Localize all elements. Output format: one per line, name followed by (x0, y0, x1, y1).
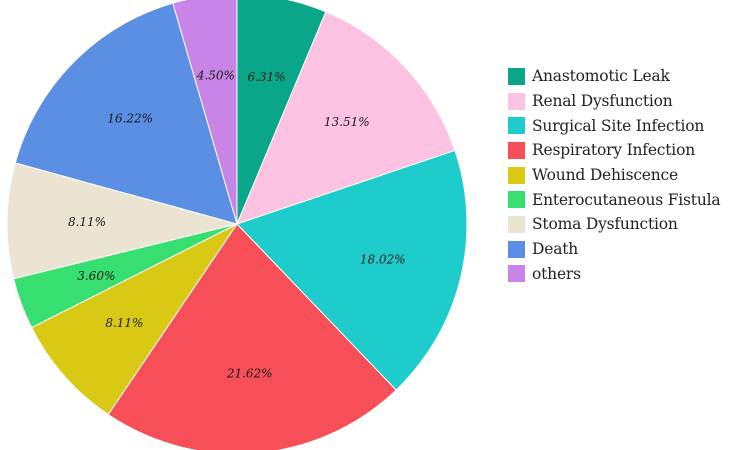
slice-data-label: 18.02% (360, 253, 406, 267)
legend-item: Enterocutaneous Fistula (508, 187, 748, 212)
slice-data-label: 8.11% (105, 316, 143, 330)
legend-label: Enterocutaneous Fistula (532, 190, 721, 209)
slice-data-label: 8.11% (68, 215, 106, 229)
slice-data-label: 6.31% (247, 70, 285, 84)
slice-data-label: 13.51% (324, 115, 370, 129)
pie-plot-area: 6.31% 13.51% 18.02% 21.62% 8.11% 3.60% 8.11% 16… (6, 0, 468, 450)
pie-slice-surgical-site-infection (236, 149, 468, 391)
legend-item: Wound Dehiscence (508, 163, 748, 188)
legend-label: Anastomotic Leak (532, 67, 670, 86)
legend-label: Wound Dehiscence (532, 166, 679, 185)
pie-slice-stoma-dysfunction (6, 162, 239, 280)
legend-label: Death (532, 240, 579, 259)
legend-swatch (508, 141, 525, 159)
slice-data-label: 3.60% (77, 269, 115, 283)
legend-swatch (508, 265, 525, 283)
legend-item: Surgical Site Infection (508, 113, 748, 138)
legend-swatch (508, 67, 525, 85)
legend-swatch (508, 215, 525, 233)
legend-swatch (508, 117, 525, 135)
legend-label: Respiratory Infection (532, 141, 695, 160)
legend-swatch (508, 240, 525, 258)
legend-item: Renal Dysfunction (508, 89, 748, 114)
pie-slice-others (172, 0, 238, 225)
legend-swatch (508, 92, 525, 110)
legend-item: Death (508, 237, 748, 262)
legend-label: Renal Dysfunction (532, 92, 673, 111)
legend-label: Surgical Site Infection (532, 116, 705, 135)
pie-slice-death (14, 2, 238, 225)
legend-label: others (532, 264, 581, 283)
legend-item: Stoma Dysfunction (508, 212, 748, 237)
legend-item: Anastomotic Leak (508, 64, 748, 89)
slice-data-label: 21.62% (226, 367, 273, 381)
legend-label: Stoma Dysfunction (532, 215, 678, 234)
legend-swatch (508, 191, 525, 209)
slice-data-label: 16.22% (107, 112, 153, 126)
pie-slices (6, 0, 468, 450)
legend-item: others (508, 262, 748, 287)
pie-slice-labels: 6.31% 13.51% 18.02% 21.62% 8.11% 3.60% 8.11% 16… (68, 69, 406, 381)
pie-slice-respiratory-infection (107, 223, 397, 450)
pie-slice-renal-dysfunction (236, 11, 456, 225)
legend-swatch (508, 166, 525, 184)
slice-data-label: 4.50% (196, 69, 235, 83)
legend: Anastomotic Leak Renal Dysfunction Surgica… (508, 64, 748, 286)
pie-slice-wound-dehiscence (30, 222, 239, 416)
legend-item: Respiratory Infection (508, 138, 748, 163)
